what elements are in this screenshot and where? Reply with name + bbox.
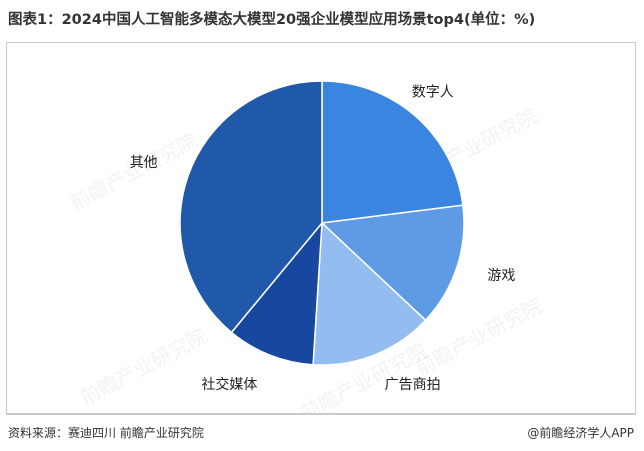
pie-slice-2 <box>320 204 465 322</box>
chart-title: 图表1：2024中国人工智能多模态大模型20强企业模型应用场景top4(单位：%… <box>8 12 536 28</box>
pie-slices <box>179 80 465 366</box>
pie-slice-4 <box>230 220 323 366</box>
pie-label-2: 游戏 <box>487 268 515 284</box>
pie-label-1: 数字人 <box>412 84 454 100</box>
pie-label-3: 广告商拍 <box>385 377 441 393</box>
pie-slice-3 <box>312 221 427 366</box>
watermark-text: 前瞻产业研究院 <box>76 323 211 410</box>
source-note: 资料来源：赛迪四川 前瞻产业研究院 <box>8 426 204 440</box>
chart-frame: 前瞻产业研究院 前瞻产业研究院 前瞻产业研究院 前瞻产业研究院 前瞻产业研究院 数字人游… <box>6 42 636 425</box>
pie-slice-1 <box>321 80 464 224</box>
footer-divider <box>6 414 636 415</box>
credit-note: @前瞻经济学人APP <box>527 426 634 440</box>
pie-slice-5 <box>179 80 323 334</box>
pie-label-5: 其他 <box>130 155 158 171</box>
pie-label-4: 社交媒体 <box>201 376 257 393</box>
